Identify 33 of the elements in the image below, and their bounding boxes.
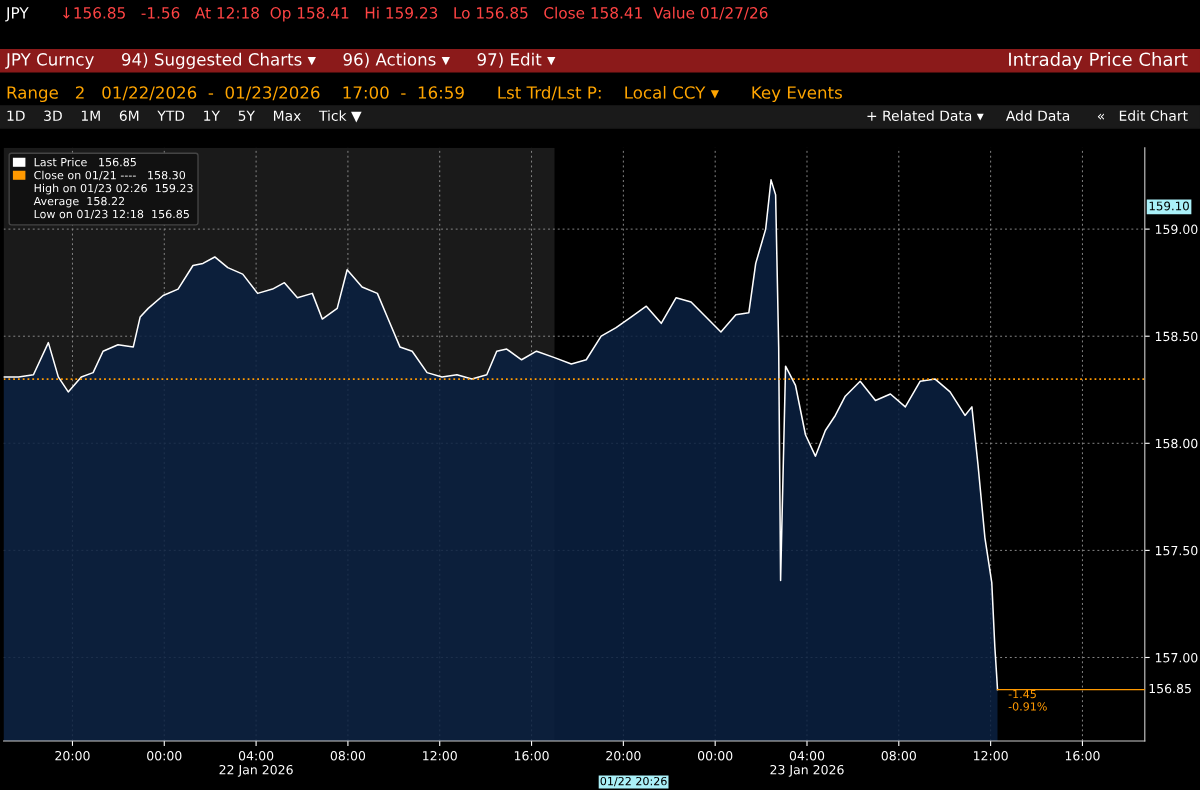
text: Intraday Price Chart <box>1009 52 1188 70</box>
annotation: Average 158.22 <box>33 196 125 208</box>
ref-line-label: 156.85 <box>1149 683 1191 694</box>
text: JPY Curncy 94) Suggested Charts ▾ 96) Actions ▾ 97) Edit ▾ <box>5 52 556 69</box>
y-tick-label: 159.00 <box>1155 224 1198 235</box>
text: 1D 3D 1M 6M YTD 1Y 5Y Max Tick ▼ <box>7 110 362 123</box>
y-tick-label: 157.00 <box>1155 652 1198 663</box>
x-tick-label: 04:00 23 Jan 2026 <box>770 750 844 777</box>
chart-subtitle: ↓156.85 -1.56 At 12:18 Op 158.41 Hi 159.23 Lo 156.85 Close 158.41 Value 01/27/26 <box>63 6 768 22</box>
text: 01/22 20:26 <box>600 776 667 787</box>
x-tick-label: 12:00 <box>973 750 1008 761</box>
x-tick-label: 12:00 <box>423 750 457 761</box>
text: 159.10 <box>1149 201 1189 211</box>
y-tick-label: 158.50 <box>1155 331 1198 342</box>
y-tick-label: 157.50 <box>1155 545 1198 556</box>
x-tick-label: 04:00 22 Jan 2026 <box>219 750 293 777</box>
legend-label: Close on 01/21 ---- 158.30 <box>34 170 186 181</box>
y-tick-label: 158.00 <box>1155 438 1198 449</box>
annotation: Low on 01/23 12:18 156.85 <box>34 209 189 220</box>
x-tick-label: 16:00 <box>514 750 549 761</box>
x-tick-label: 20:00 <box>606 750 641 761</box>
text: Range 2 01/22/2026 - 01/23/2026 17:00 - 16:59 Lst Trd/Lst P: Local CCY ▾ Key Events <box>7 85 842 103</box>
x-tick-label: 20:00 <box>55 750 90 761</box>
x-tick-label: 08:00 <box>330 750 366 761</box>
text: + Related Data ▾ Add Data « Edit Chart <box>867 110 1188 121</box>
x-tick-label: 08:00 <box>881 750 916 761</box>
x-tick-label: 00:00 <box>697 750 733 761</box>
chart-title: JPY <box>5 7 29 22</box>
annotation: -1.45 -0.91% <box>1008 689 1047 711</box>
x-tick-label: 00:00 <box>147 750 182 761</box>
x-tick-label: 16:00 <box>1065 750 1100 761</box>
annotation: High on 01/23 02:26 159.23 <box>34 183 193 195</box>
legend-label: Last Price 156.85 <box>34 157 136 167</box>
